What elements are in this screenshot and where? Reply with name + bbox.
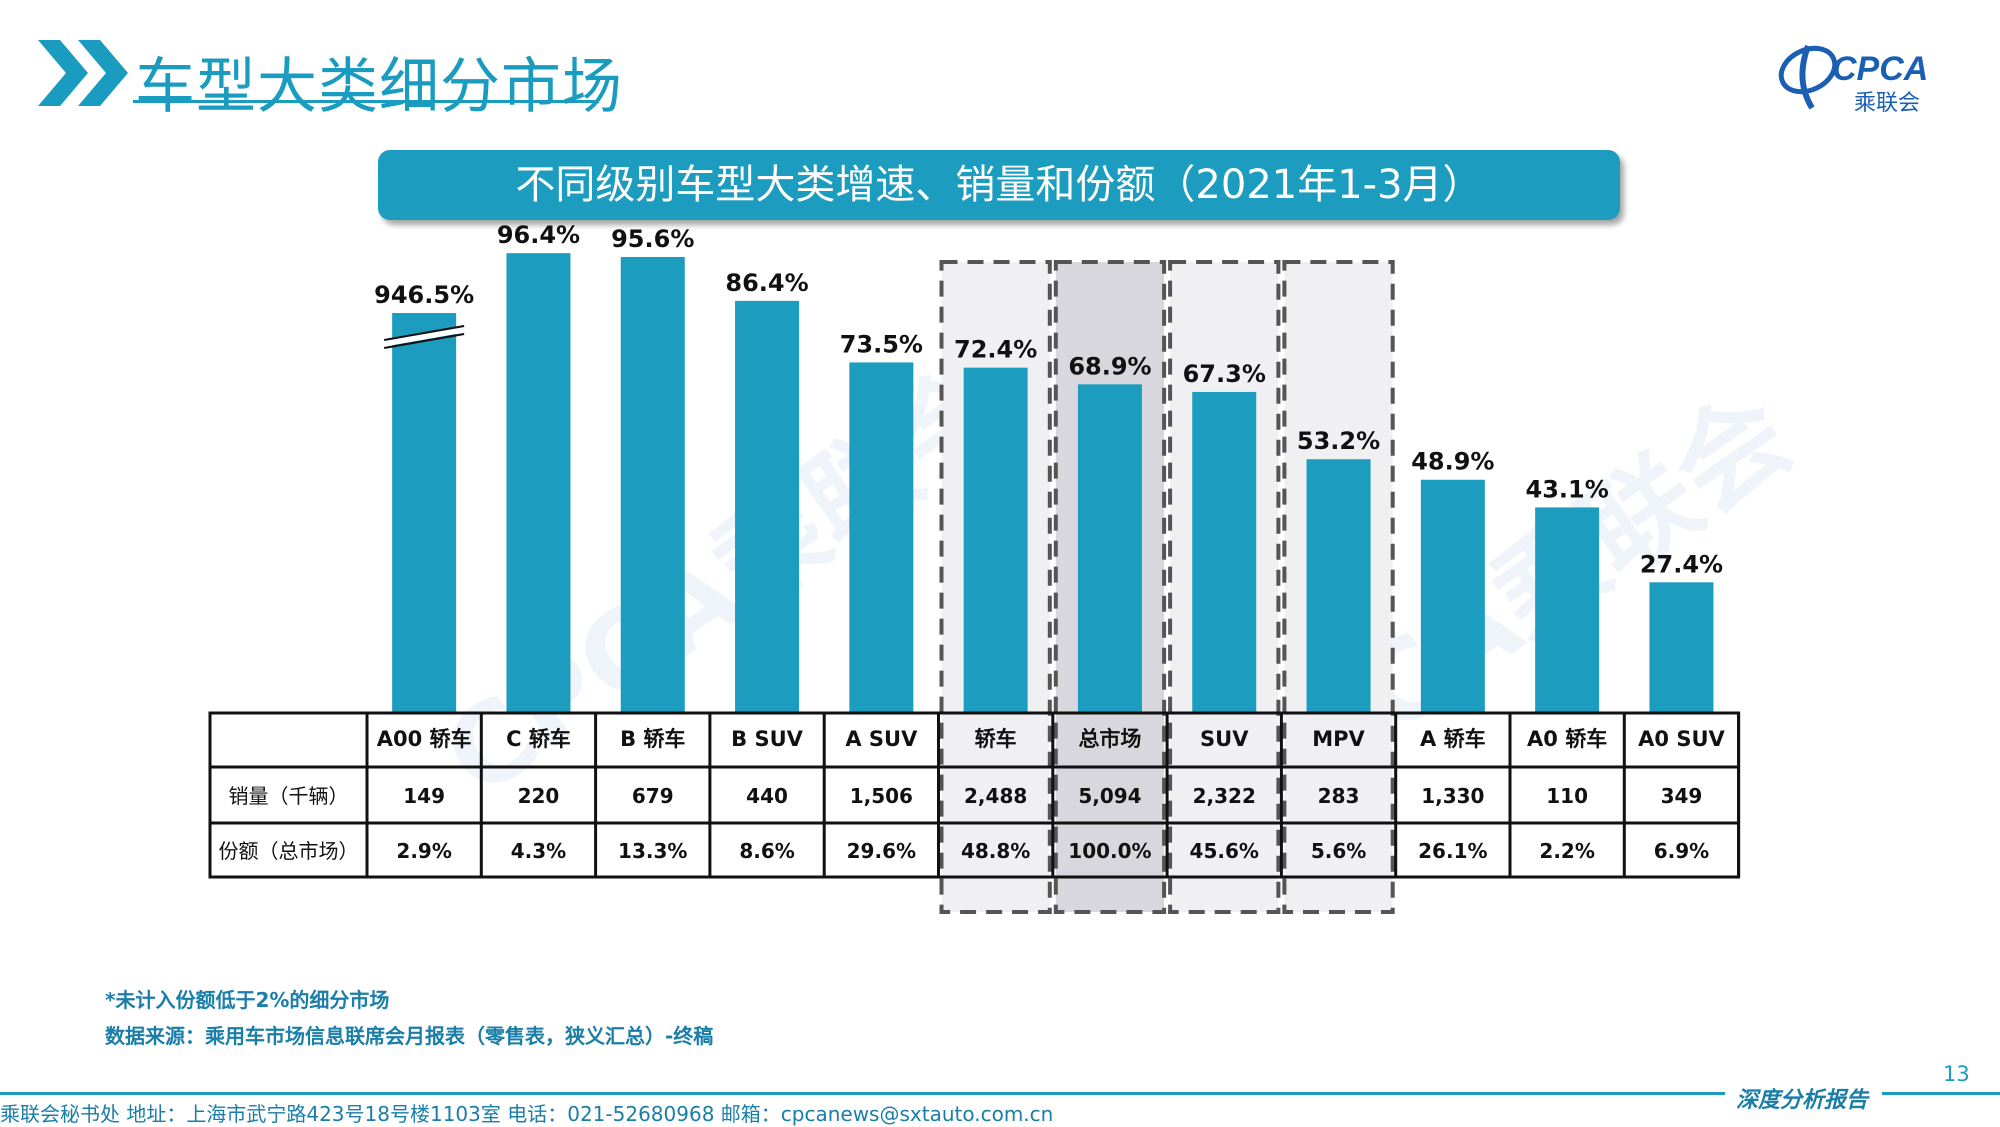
footer-divider-right (1882, 1092, 2000, 1095)
data-label: 95.6% (611, 225, 694, 253)
cpca-logo: CPCA 乘联会 (1778, 44, 1928, 116)
bar (1649, 582, 1714, 713)
bar (849, 362, 914, 713)
data-label: 96.4% (497, 221, 580, 249)
tick-label: 轿车 (975, 727, 1017, 751)
note-share-threshold: *未计入份额低于2%的细分市场 (105, 988, 390, 1012)
table-row-label: 销量（千辆） (229, 784, 349, 808)
bar (735, 300, 800, 713)
table-cell: 440 (746, 784, 788, 808)
table-cell: 48.8% (961, 839, 1030, 863)
table-cell: 26.1% (1418, 839, 1487, 863)
chevron-right-icon (38, 40, 128, 106)
data-label: 73.5% (840, 330, 923, 358)
data-label: 946.5% (374, 281, 474, 309)
tick-label: A0 SUV (1638, 727, 1725, 751)
data-label: 43.1% (1526, 475, 1609, 503)
table-cell: 13.3% (618, 839, 687, 863)
tick-label: C 轿车 (506, 727, 571, 751)
footer-report-label: 深度分析报告 (1736, 1087, 1869, 1113)
bar (1306, 459, 1371, 713)
bar (1535, 507, 1600, 713)
table-cell: 29.6% (847, 839, 916, 863)
footer-divider (0, 1092, 1725, 1095)
table-cell: 2,488 (964, 784, 1027, 808)
bar (1077, 384, 1142, 713)
table-cell: 5,094 (1078, 784, 1141, 808)
table-cell: 5.6% (1311, 839, 1366, 863)
logo-subtext: 乘联会 (1854, 91, 1920, 116)
data-label: 53.2% (1297, 427, 1380, 455)
table-cell: 45.6% (1190, 839, 1259, 863)
title-underline (133, 100, 599, 103)
table-cell: 2.9% (396, 839, 451, 863)
tick-label: A00 轿车 (377, 727, 472, 751)
note-data-source: 数据来源：乘用车市场信息联席会月报表（零售表，狭义汇总）-终稿 (105, 1024, 714, 1048)
tick-label: B SUV (731, 727, 803, 751)
tick-label: B 轿车 (620, 727, 685, 751)
logo-text: CPCA (1832, 50, 1928, 88)
tick-label: 总市场 (1078, 727, 1141, 751)
table-cell: 6.9% (1654, 839, 1709, 863)
footer-contact: 乘联会秘书处 地址：上海市武宁路423号18号楼1103室 电话：021-526… (0, 1102, 1054, 1126)
table-row-label: 份额（总市场） (219, 839, 359, 863)
axis-break-mark (383, 325, 465, 341)
page-number: 13 (1943, 1062, 1970, 1086)
data-label: 27.4% (1640, 550, 1723, 578)
bar (963, 367, 1028, 713)
notes: *未计入份额低于2%的细分市场 数据来源：乘用车市场信息联席会月报表（零售表，狭… (105, 982, 713, 1054)
axis-break-mark (383, 333, 465, 349)
table-cell: 149 (403, 784, 445, 808)
table-cell: 220 (518, 784, 560, 808)
data-label: 86.4% (725, 269, 808, 297)
table-cell: 100.0% (1068, 839, 1151, 863)
tick-label: MPV (1312, 727, 1365, 751)
data-label: 72.4% (954, 336, 1037, 364)
bar (1420, 479, 1485, 713)
tick-label: A0 轿车 (1527, 727, 1607, 751)
data-label: 68.9% (1068, 352, 1151, 380)
tick-label: A 轿车 (1420, 727, 1486, 751)
bar (506, 253, 571, 713)
table-cell: 2,322 (1193, 784, 1256, 808)
tick-label: A SUV (845, 727, 918, 751)
bar (620, 256, 685, 713)
data-label: 67.3% (1183, 360, 1266, 388)
chart-title: 不同级别车型大类增速、销量和份额（2021年1-3月） (378, 150, 1620, 220)
bar (1192, 391, 1257, 713)
table-cell: 8.6% (739, 839, 794, 863)
table-cell: 349 (1661, 784, 1703, 808)
table-cell: 679 (632, 784, 674, 808)
table-cell: 110 (1546, 784, 1588, 808)
table-cell: 4.3% (511, 839, 566, 863)
data-label: 48.9% (1411, 448, 1494, 476)
page-title: 车型大类细分市场 (135, 52, 623, 122)
axis-break-gap (383, 325, 465, 347)
table-cell: 1,506 (850, 784, 913, 808)
table-cell: 283 (1318, 784, 1360, 808)
table-cell: 1,330 (1421, 784, 1484, 808)
tick-label: SUV (1200, 727, 1249, 751)
bar (392, 313, 457, 713)
table-cell: 2.2% (1539, 839, 1594, 863)
